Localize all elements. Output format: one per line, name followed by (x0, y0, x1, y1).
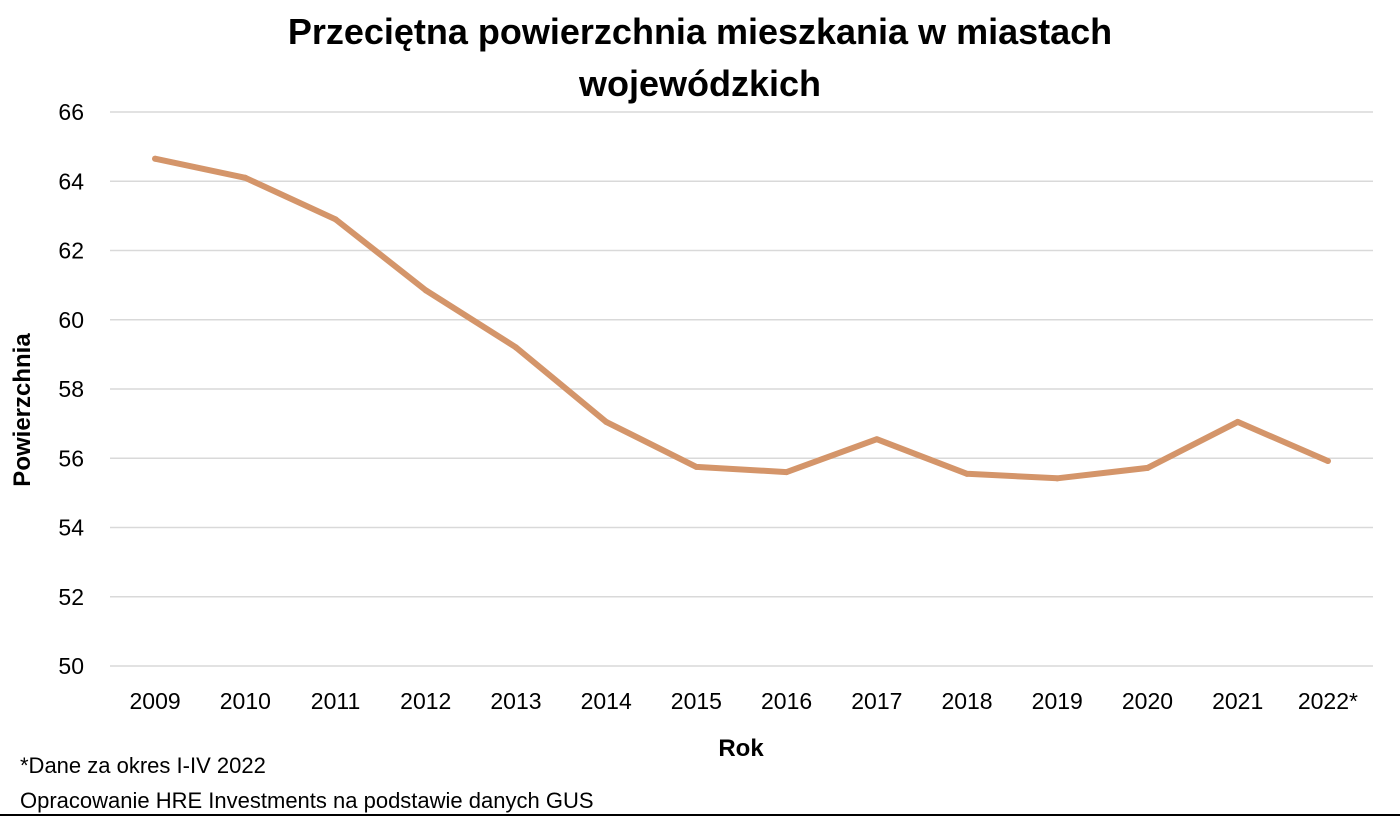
x-axis-ticks: 2009 2010 2011 2012 2013 2014 2015 2016 2017 2018… (130, 688, 1358, 714)
x-tick-label: 2014 (581, 688, 632, 714)
x-tick-label: 2015 (671, 688, 722, 714)
x-tick-label: 2022* (1298, 688, 1358, 714)
x-tick-label: 2018 (941, 688, 992, 714)
data-point-2018 (964, 470, 971, 477)
data-point-2012 (422, 287, 429, 294)
y-tick-label: 58 (58, 376, 84, 402)
data-point-2022* (1324, 458, 1331, 465)
x-tick-label: 2012 (400, 688, 451, 714)
data-point-2013 (512, 344, 519, 351)
y-tick-label: 54 (58, 515, 84, 541)
x-tick-label: 2016 (761, 688, 812, 714)
source-note: Opracowanie HRE Investments na podstawie… (20, 788, 594, 813)
footnote: *Dane za okres I-IV 2022 (20, 753, 266, 778)
data-point-2021 (1234, 418, 1241, 425)
y-tick-label: 50 (58, 653, 84, 679)
y-tick-label: 60 (58, 307, 84, 333)
y-tick-label: 62 (58, 238, 84, 264)
x-tick-label: 2020 (1122, 688, 1173, 714)
y-tick-label: 56 (58, 445, 84, 471)
data-point-2014 (603, 418, 610, 425)
data-point-2010 (242, 174, 249, 181)
data-point-2020 (1144, 464, 1151, 471)
x-axis-title: Rok (718, 735, 764, 762)
series-layer (152, 155, 1331, 482)
y-axis-title: Powierzchnia (9, 333, 36, 487)
chart-title-line-2: wojewódzkich (578, 63, 821, 104)
x-tick-label: 2010 (220, 688, 271, 714)
y-tick-label: 52 (58, 584, 84, 610)
data-point-2009 (152, 155, 159, 162)
data-point-2016 (783, 469, 790, 476)
data-point-2017 (873, 436, 880, 443)
x-tick-label: 2019 (1032, 688, 1083, 714)
x-tick-label: 2011 (311, 688, 360, 714)
x-tick-label: 2021 (1212, 688, 1263, 714)
series-line (152, 155, 1331, 482)
y-axis-ticks: 50 52 54 56 58 60 62 64 66 (58, 99, 84, 679)
y-tick-label: 64 (58, 168, 84, 194)
x-tick-label: 2017 (851, 688, 902, 714)
chart-title-line-1: Przeciętna powierzchnia mieszkania w mia… (288, 11, 1112, 52)
data-point-2019 (1054, 475, 1061, 482)
x-tick-label: 2013 (490, 688, 541, 714)
data-point-2015 (693, 463, 700, 470)
data-point-2011 (332, 216, 339, 223)
y-tick-label: 66 (58, 99, 84, 125)
gridlines (110, 111, 1373, 667)
x-tick-label: 2009 (130, 688, 181, 714)
